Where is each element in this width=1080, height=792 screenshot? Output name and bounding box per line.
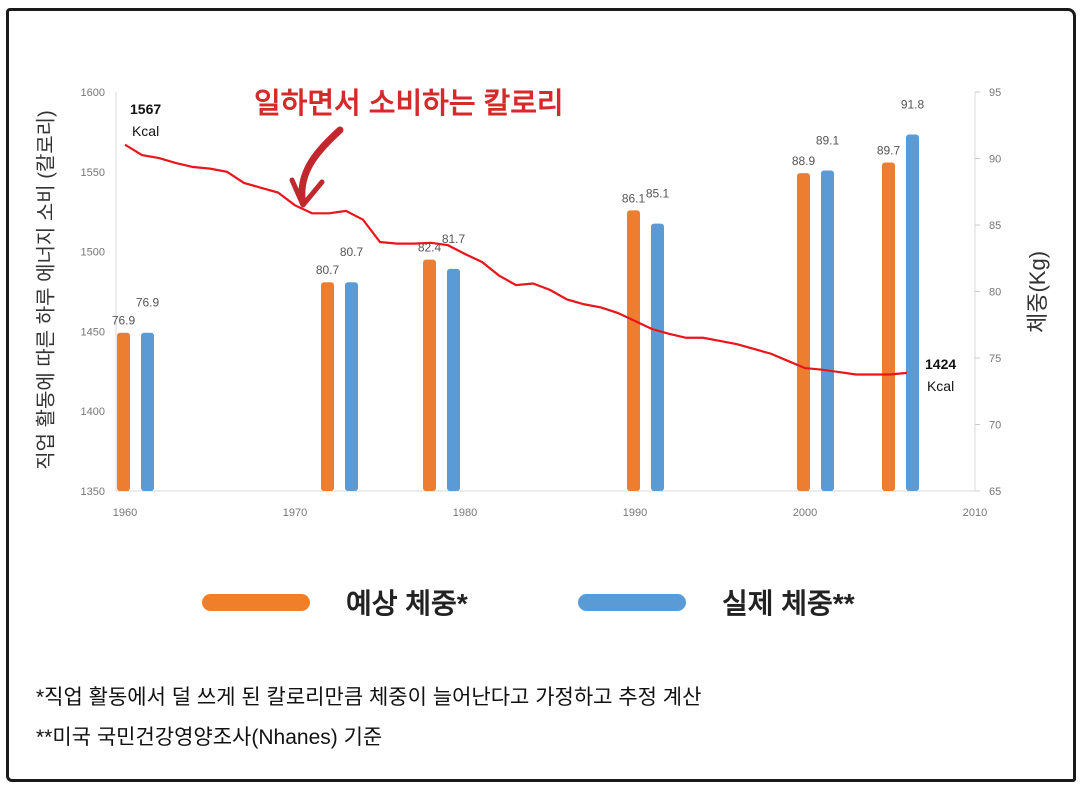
calorie-line [124, 143, 908, 376]
x-tick: 2000 [793, 507, 817, 519]
y-tick-left: 1550 [81, 167, 105, 179]
y-tick-left: 1350 [81, 486, 105, 498]
bar-label-actual: 85.1 [646, 187, 670, 201]
legend-actual: 실제 체중** [578, 582, 855, 622]
bar-actual [906, 134, 919, 491]
x-tick: 1980 [453, 507, 477, 519]
y-tick-right: 90 [989, 154, 1001, 166]
line-end-label: 1424 Kcal [925, 353, 956, 397]
line-start-value: 1567 [130, 101, 162, 117]
y-tick-right: 95 [989, 87, 1001, 99]
line-start-unit: Kcal [131, 123, 160, 139]
y-tick-right: 85 [989, 220, 1001, 232]
y-tick-left: 1500 [81, 247, 105, 259]
bar-expected [117, 332, 130, 491]
bar-expected [423, 259, 436, 491]
y-tick-right: 80 [989, 287, 1001, 299]
bar-label-actual: 91.8 [901, 98, 925, 112]
footnote-2: **미국 국민건강영양조사(Nhanes) 기준 [36, 726, 383, 749]
y-axis-left-label: 직업 활동에 따른 하루 에너지 소비 (칼로리) [35, 110, 58, 470]
bar-expected [321, 282, 334, 491]
annotation-title: 일하면서 소비하는 칼로리 [254, 88, 564, 120]
bar-label-actual: 81.7 [442, 232, 466, 246]
bar-actual [141, 332, 154, 491]
y-axis-right-label: 체중(Kg) [1025, 250, 1050, 334]
y-tick-right: 70 [989, 420, 1001, 432]
bar-label-actual: 76.9 [136, 296, 160, 310]
arrow-head-icon [289, 177, 325, 208]
y-tick-left: 1400 [81, 406, 105, 418]
x-tick: 1990 [623, 507, 647, 519]
legend-swatch-orange [202, 593, 310, 611]
bar-label-expected: 88.9 [792, 154, 816, 168]
bar-actual [651, 223, 664, 492]
bar-actual [447, 268, 460, 491]
bar-actual [821, 170, 834, 491]
line-end-unit: Kcal [926, 378, 955, 394]
bar-label-expected: 86.1 [622, 191, 646, 205]
y-tick-left: 1600 [81, 87, 105, 99]
bar-expected [627, 210, 640, 491]
legend-expected: 예상 체중* [202, 582, 468, 622]
bar-actual [345, 282, 358, 491]
bar-label-expected: 80.7 [316, 263, 340, 277]
line-start-label: 1567 Kcal [130, 98, 161, 142]
legend-label-actual: 실제 체중** [722, 588, 855, 619]
bar-expected [797, 173, 810, 491]
hand-drawn-frame [6, 8, 1076, 782]
bar-label-expected: 89.7 [877, 143, 901, 157]
y-tick-right: 65 [989, 486, 1001, 498]
bar-label-actual: 89.1 [816, 133, 840, 147]
legend-swatch-blue [578, 593, 686, 611]
chart: 1350 1400 1450 1500 1550 1600 65 70 75 80 85 90 95 19… [81, 87, 1002, 519]
bar-label-expected: 76.9 [112, 314, 136, 328]
x-tick: 1960 [113, 507, 137, 519]
y-tick-right: 75 [989, 353, 1001, 365]
legend-label-expected: 예상 체중* [346, 588, 468, 619]
arrow-icon [298, 126, 344, 202]
x-tick: 2010 [963, 507, 987, 519]
x-tick: 1970 [283, 507, 307, 519]
footnote-1: *직업 활동에서 덜 쓰게 된 칼로리만큼 체중이 늘어난다고 가정하고 추정 … [36, 686, 702, 709]
bar-label-actual: 80.7 [340, 245, 364, 259]
y-tick-left: 1450 [81, 326, 105, 338]
bar-expected [882, 162, 895, 492]
line-end-value: 1424 [925, 356, 957, 372]
